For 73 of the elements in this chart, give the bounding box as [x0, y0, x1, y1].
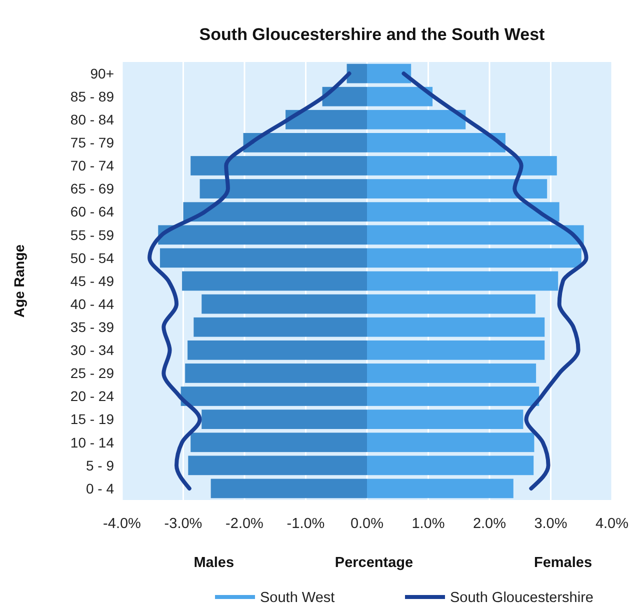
bar: [367, 248, 582, 268]
bar: [367, 456, 534, 476]
chart-title: South Gloucestershire and the South West: [199, 25, 546, 44]
y-tick-label: 60 - 64: [70, 204, 114, 220]
y-axis-title: Age Range: [11, 244, 27, 318]
y-tick-label: 20 - 24: [70, 388, 114, 404]
bar: [185, 364, 367, 383]
bar: [202, 294, 367, 314]
bar: [367, 294, 536, 314]
bar: [367, 64, 412, 84]
y-tick-label: 0 - 4: [86, 480, 114, 496]
legend-label: South Gloucestershire: [450, 590, 594, 606]
x-tick-label: -4.0%: [103, 516, 142, 532]
bar: [202, 410, 367, 429]
bar: [200, 179, 367, 198]
y-tick-label: 45 - 49: [70, 272, 114, 289]
bar: [367, 340, 545, 360]
x-axis-title: Percentage: [334, 555, 414, 571]
bar: [367, 317, 545, 337]
x-tick-label: 3.0%: [534, 516, 568, 532]
y-tick-label: 15 - 19: [70, 411, 114, 428]
x-tick-label: 4.0%: [595, 516, 629, 532]
bar: [367, 432, 534, 452]
bar: [183, 202, 367, 222]
x-tick-label: 1.0%: [412, 516, 445, 532]
bar: [367, 386, 540, 406]
bar: [190, 432, 367, 452]
bar: [210, 478, 367, 498]
x-tick-label: 0.0%: [350, 516, 384, 532]
bar: [160, 248, 367, 268]
y-tick-label: 25 - 29: [70, 365, 114, 382]
bar: [367, 110, 466, 130]
y-tick-label: 90+: [90, 65, 114, 82]
y-tick-label: 30 - 34: [70, 342, 114, 358]
bar: [367, 410, 524, 429]
text: Males: [194, 555, 234, 571]
bar: [367, 86, 433, 106]
bar: [182, 271, 367, 291]
bar: [367, 156, 557, 176]
y-tick-label: 80 - 84: [70, 112, 114, 128]
y-tick-label: 10 - 14: [70, 434, 114, 450]
bar: [188, 340, 367, 360]
y-tick-label: 5 - 9: [86, 457, 114, 474]
y-tick-label: 50 - 54: [70, 250, 114, 266]
y-tick-label: 85 - 89: [70, 88, 114, 104]
x-tick-label: -1.0%: [286, 516, 325, 532]
bar: [243, 133, 367, 152]
bar: [367, 202, 560, 222]
bar: [190, 156, 367, 176]
y-tick-label: 55 - 59: [70, 226, 114, 243]
bar: [367, 133, 506, 152]
x-tick-label: -2.0%: [226, 516, 264, 532]
bar: [367, 364, 536, 383]
y-tick-label: 35 - 39: [70, 319, 114, 336]
x-tick-label: -3.0%: [164, 516, 202, 532]
text: Females: [534, 555, 592, 571]
bar: [188, 456, 367, 476]
bar: [180, 386, 367, 406]
y-tick-label: 40 - 44: [70, 296, 114, 312]
y-tick-label: 70 - 74: [70, 158, 114, 174]
bar: [367, 478, 514, 498]
bar: [286, 110, 367, 130]
y-tick-label: 65 - 69: [70, 180, 114, 197]
y-tick-label: 75 - 79: [70, 134, 114, 151]
bar: [194, 317, 367, 337]
legend-label: South West: [260, 590, 335, 606]
bar: [322, 86, 367, 106]
bar: [367, 225, 584, 245]
bar: [367, 179, 548, 198]
x-tick-label: 2.0%: [472, 516, 506, 532]
bar: [367, 271, 558, 291]
bar: [158, 225, 367, 245]
bar: [346, 64, 367, 84]
